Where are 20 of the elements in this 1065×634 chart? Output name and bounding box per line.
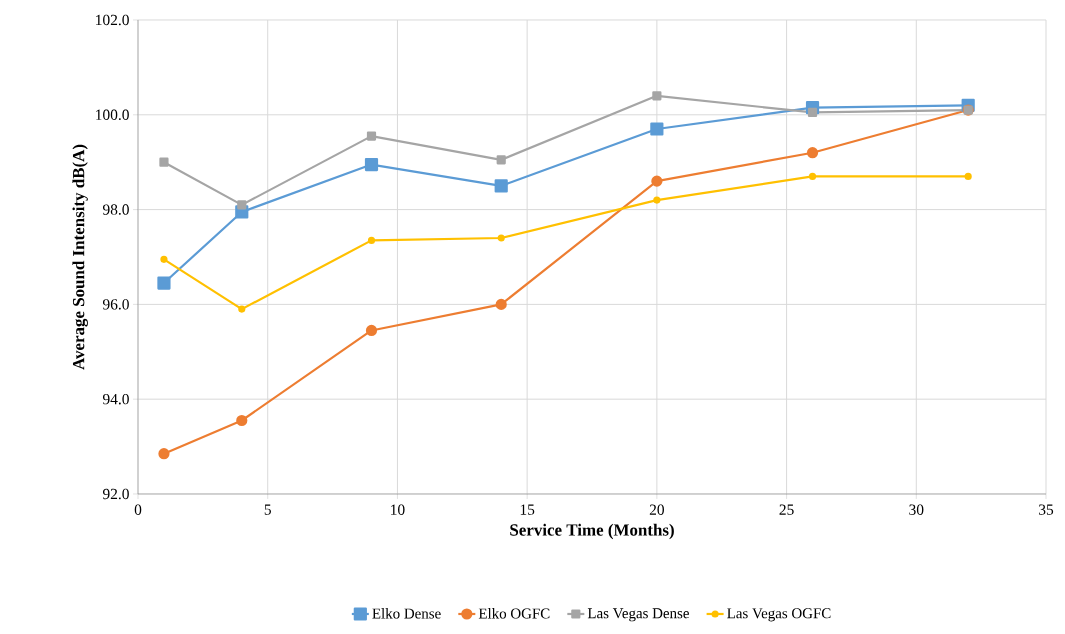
legend-label: Las Vegas OGFC	[727, 608, 831, 622]
x-axis-title: Service Time (Months)	[510, 523, 674, 540]
x-tick-label: 35	[1039, 504, 1054, 515]
x-tick-label: 30	[909, 504, 924, 515]
y-tick-label: 92.0	[102, 488, 129, 500]
x-tick-label: 15	[520, 504, 535, 515]
legend-label: Elko OGFC	[478, 608, 550, 619]
y-axis-title: Average Sound Intensity dB(A)	[72, 144, 88, 370]
y-tick-label: 98.0	[102, 204, 129, 215]
x-tick-label: 10	[391, 504, 405, 515]
y-tick-label: 100.0	[96, 109, 129, 121]
legend-label: Elko Dense	[372, 608, 441, 619]
legend-label: Las Vegas Dense	[587, 608, 689, 622]
y-tick-label: 102.0	[96, 14, 129, 26]
x-tick-label: 25	[779, 504, 794, 515]
x-tick-label: 0	[134, 504, 142, 515]
x-tick-label: 20	[649, 504, 664, 515]
y-tick-label: 94.0	[102, 393, 129, 405]
y-tick-label: 96.0	[102, 299, 129, 310]
x-tick-label: 5	[264, 504, 271, 515]
